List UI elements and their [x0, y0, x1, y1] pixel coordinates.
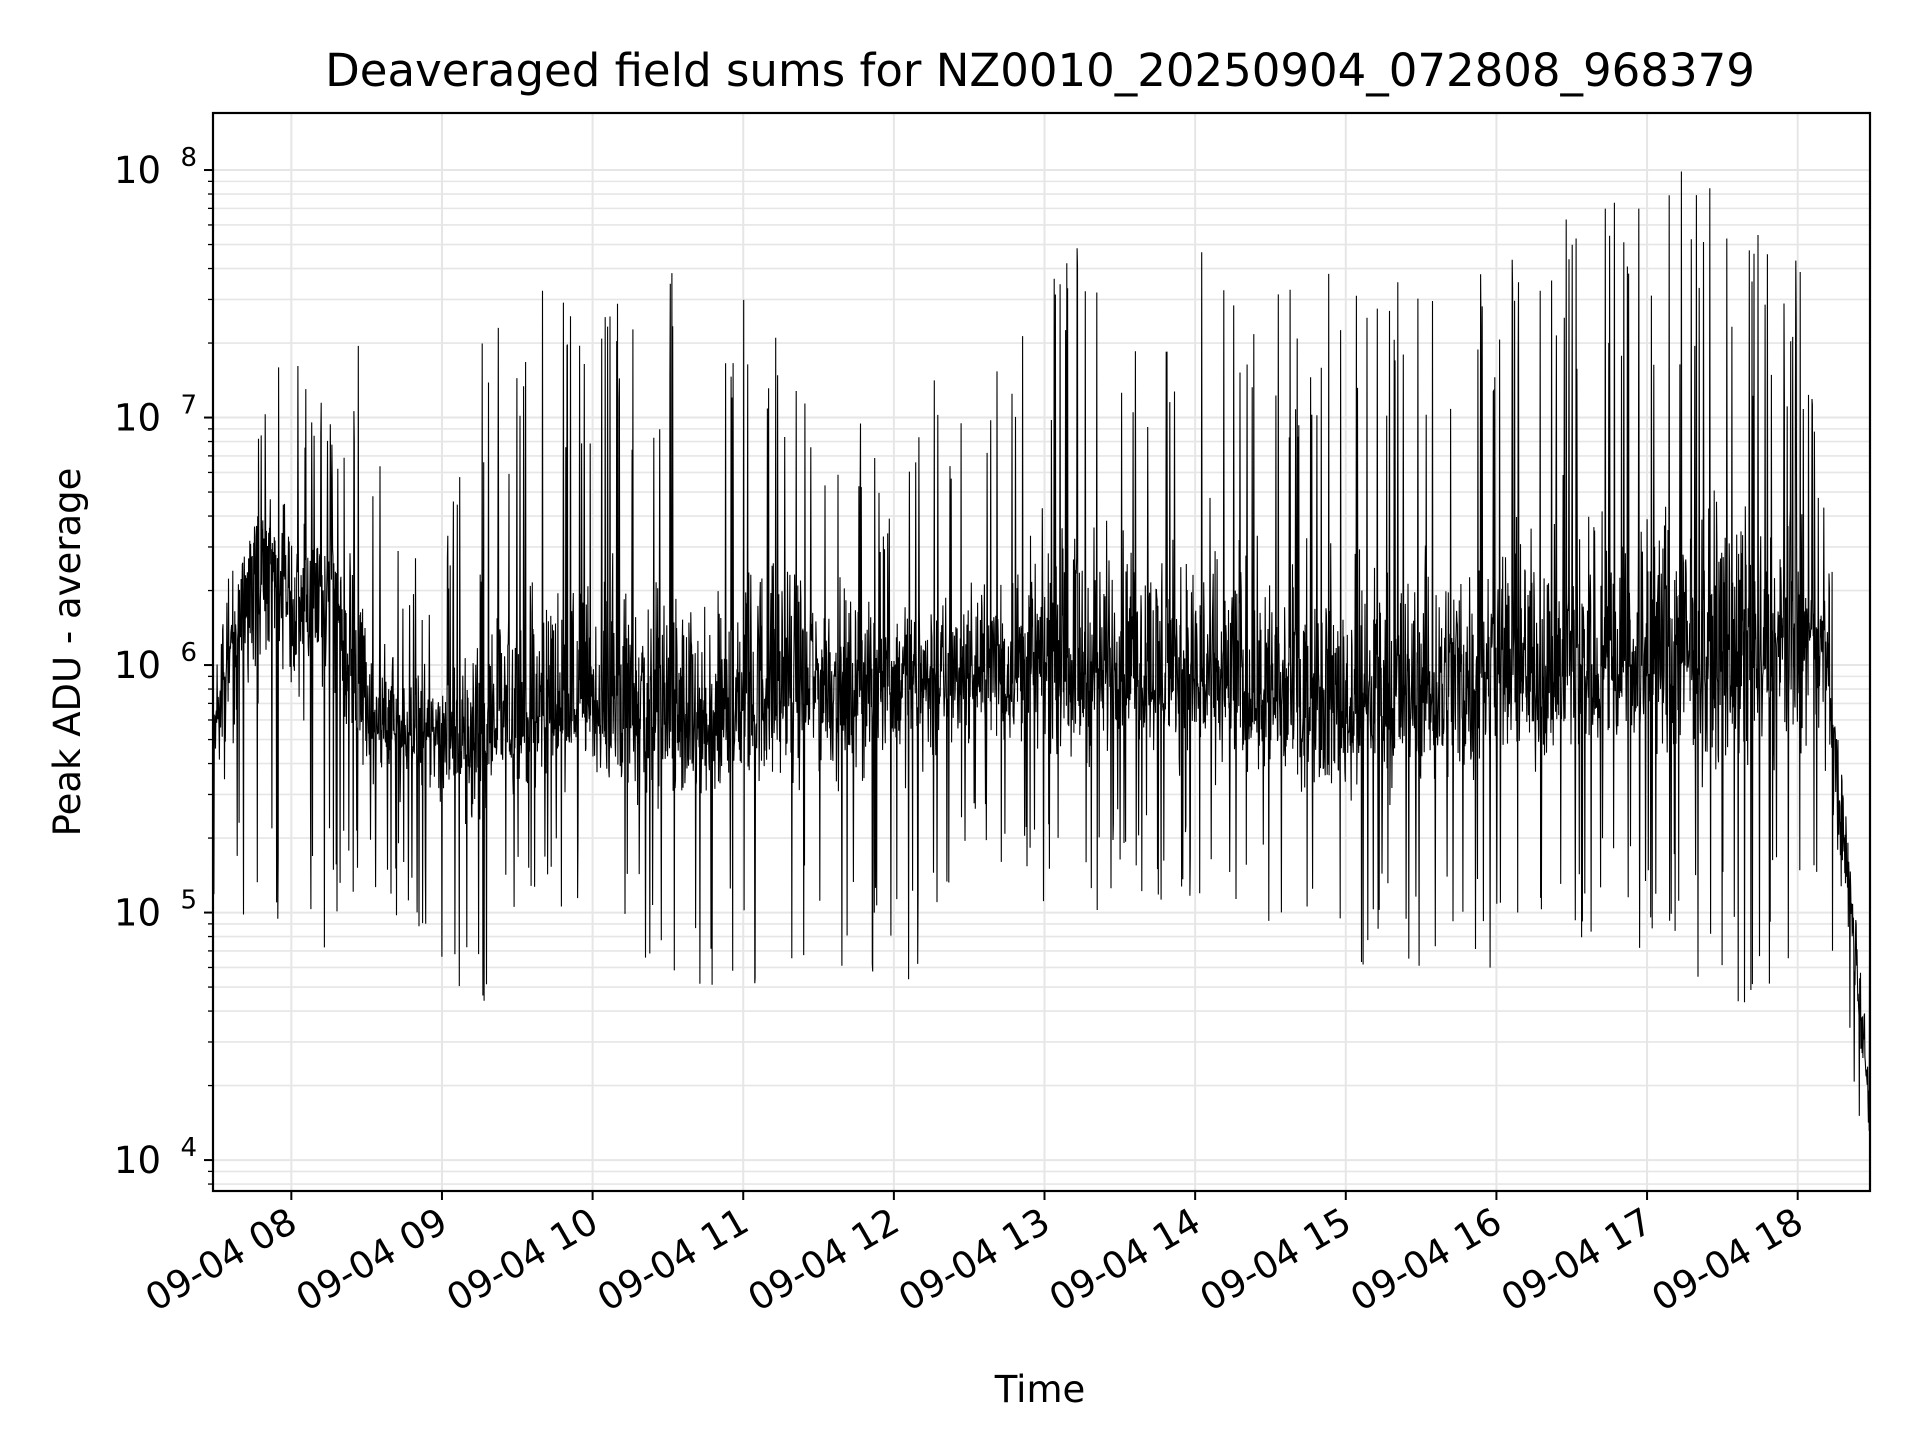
chart-title: Deaveraged field sums for NZ0010_2025090…	[325, 44, 1755, 97]
x-axis-label: Time	[994, 1368, 1086, 1411]
y-tick-exp-2: 6	[180, 638, 197, 668]
y-tick-label-3: 10	[114, 397, 161, 440]
series-group	[212, 171, 1871, 1131]
y-tick-exp-3: 7	[180, 391, 197, 421]
y-tick-label-2: 10	[114, 644, 161, 687]
y-axis-label: Peak ADU - average	[46, 468, 89, 837]
y-axis: 10 4 10 5 10 6 10 7 10 8	[114, 143, 213, 1185]
y-tick-label-4: 10	[114, 149, 161, 192]
y-tick-exp-0: 4	[180, 1133, 197, 1163]
y-tick-label-0: 10	[114, 1139, 161, 1182]
plot-area-frame	[211, 111, 1872, 1193]
y-tick-exp-4: 8	[180, 143, 197, 173]
series-line	[212, 171, 1871, 1131]
y-tick-exp-1: 5	[180, 886, 197, 916]
y-tick-label-1: 10	[114, 892, 161, 935]
